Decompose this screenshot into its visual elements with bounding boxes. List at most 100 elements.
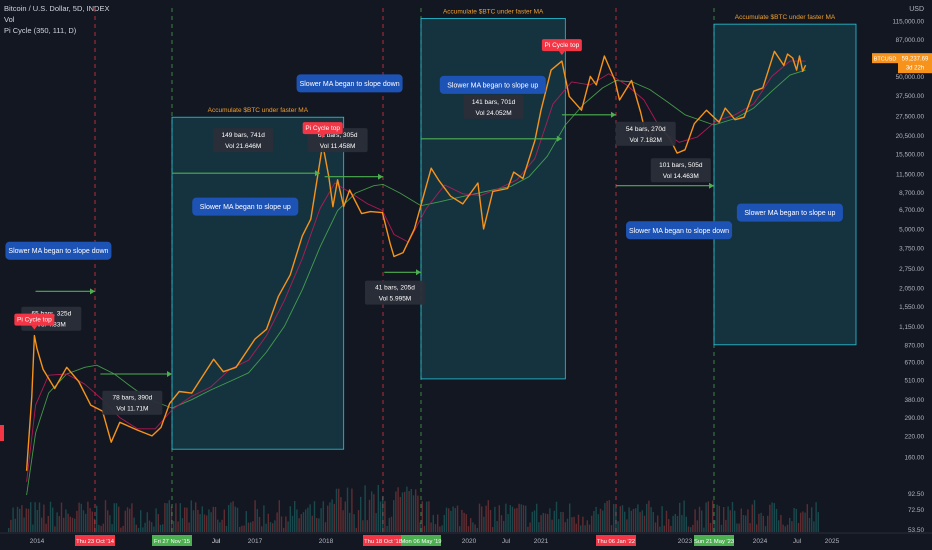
volume-bar bbox=[511, 506, 514, 532]
volume-bar bbox=[483, 516, 485, 532]
volume-bar bbox=[241, 525, 243, 532]
volume-bar bbox=[742, 515, 745, 532]
volume-bar bbox=[439, 526, 441, 532]
volume-bar bbox=[364, 485, 366, 532]
volume-bar bbox=[786, 524, 789, 532]
volume-bar bbox=[544, 513, 547, 532]
volume-bar bbox=[256, 509, 258, 532]
y-tick-label: 15,500.00 bbox=[896, 151, 925, 158]
volume-bar bbox=[811, 507, 813, 532]
volume-bar bbox=[366, 520, 368, 532]
volume-bar bbox=[404, 491, 406, 532]
volume-bar bbox=[426, 501, 428, 532]
x-date-highlight-label: Thu 23 Oct '14 bbox=[76, 539, 115, 545]
volume-bar bbox=[98, 524, 100, 532]
volume-bar bbox=[243, 525, 245, 532]
volume-bar bbox=[49, 501, 52, 532]
volume-bar bbox=[536, 503, 538, 532]
volume-bar bbox=[80, 503, 82, 532]
volume-bar bbox=[190, 500, 192, 532]
volume-bar bbox=[157, 514, 159, 532]
x-date-highlight-label: Fri 27 Nov '15 bbox=[154, 539, 190, 545]
volume-bar bbox=[663, 525, 665, 532]
volume-bar bbox=[701, 510, 703, 532]
pi-top-label: Pi Cycle top bbox=[545, 42, 580, 49]
volume-bar bbox=[800, 512, 802, 532]
volume-bar bbox=[485, 505, 487, 532]
countdown-tag: 3d 22h bbox=[906, 66, 924, 72]
y-tick-label: 8,700.00 bbox=[899, 190, 924, 197]
volume-bar bbox=[773, 503, 775, 532]
volume-bar bbox=[624, 511, 626, 532]
volume-bar bbox=[342, 510, 344, 532]
volume-bar bbox=[203, 514, 206, 532]
volume-bar bbox=[371, 491, 373, 532]
volume-bar bbox=[516, 508, 518, 532]
y-tick-label: 160.00 bbox=[904, 455, 924, 462]
volume-bar bbox=[390, 516, 393, 532]
volume-bar bbox=[808, 517, 811, 532]
volume-bar bbox=[261, 526, 263, 532]
x-date-highlight-label: Sun 21 May '23 bbox=[694, 539, 734, 545]
box-label: Accumulate $BTC under faster MA bbox=[735, 14, 836, 21]
callout-text: Slower MA began to slope up bbox=[744, 210, 835, 217]
volume-bar bbox=[558, 519, 560, 532]
y-tick-label: 11,500.00 bbox=[896, 171, 924, 178]
volume-bar bbox=[230, 502, 232, 532]
volume-bar bbox=[118, 506, 120, 532]
volume-bar bbox=[782, 524, 784, 532]
x-tick-label: 2021 bbox=[534, 538, 549, 545]
volume-bar bbox=[201, 506, 203, 532]
volume-bar bbox=[289, 506, 291, 532]
volume-bar bbox=[762, 515, 764, 532]
volume-bar bbox=[285, 516, 287, 532]
volume-bar bbox=[564, 522, 566, 532]
volume-bar bbox=[791, 521, 793, 532]
volume-bar bbox=[602, 510, 604, 532]
volume-bar bbox=[740, 508, 742, 532]
volume-bar bbox=[63, 517, 65, 532]
volume-bar bbox=[60, 502, 63, 532]
volume-bar bbox=[635, 508, 637, 532]
measure-bg bbox=[364, 280, 425, 305]
volume-bar bbox=[23, 517, 25, 532]
volume-bar bbox=[258, 516, 261, 532]
volume-bar bbox=[474, 524, 476, 532]
volume-bar bbox=[267, 513, 269, 532]
volume-bar bbox=[298, 518, 300, 532]
volume-bar bbox=[399, 496, 401, 532]
volume-bar bbox=[71, 517, 74, 532]
volume-bar bbox=[280, 516, 283, 532]
volume-bar bbox=[661, 506, 663, 532]
measure-bg bbox=[213, 128, 274, 153]
pi-top-bg bbox=[14, 313, 55, 326]
volume-bar bbox=[584, 525, 586, 532]
accumulation-box bbox=[171, 116, 345, 450]
volume-bar bbox=[467, 526, 470, 532]
volume-bar bbox=[593, 510, 595, 532]
volume-bar bbox=[52, 507, 54, 532]
y-tick-label: 870.00 bbox=[904, 342, 924, 349]
volume-bar bbox=[324, 522, 327, 532]
volume-bar bbox=[283, 527, 285, 532]
volume-bar bbox=[107, 510, 109, 532]
symbol-tag-bg bbox=[872, 53, 898, 64]
volume-bar bbox=[753, 500, 756, 532]
volume-bar bbox=[815, 502, 817, 532]
pi-top-pointer bbox=[319, 134, 326, 139]
volume-bar bbox=[91, 511, 93, 532]
volume-bar bbox=[177, 521, 179, 532]
volume-bar bbox=[133, 517, 135, 532]
volume-bar bbox=[712, 500, 714, 532]
volume-bar bbox=[727, 506, 729, 532]
volume-bar bbox=[500, 515, 503, 532]
volume-bar bbox=[507, 514, 509, 532]
volume-bar bbox=[610, 525, 613, 532]
volume-bar bbox=[476, 527, 478, 532]
volume-bar bbox=[93, 518, 96, 532]
volume-bar bbox=[269, 522, 272, 532]
volume-bar bbox=[555, 501, 558, 532]
volume-bar bbox=[731, 501, 734, 532]
volume-bar bbox=[219, 522, 221, 532]
